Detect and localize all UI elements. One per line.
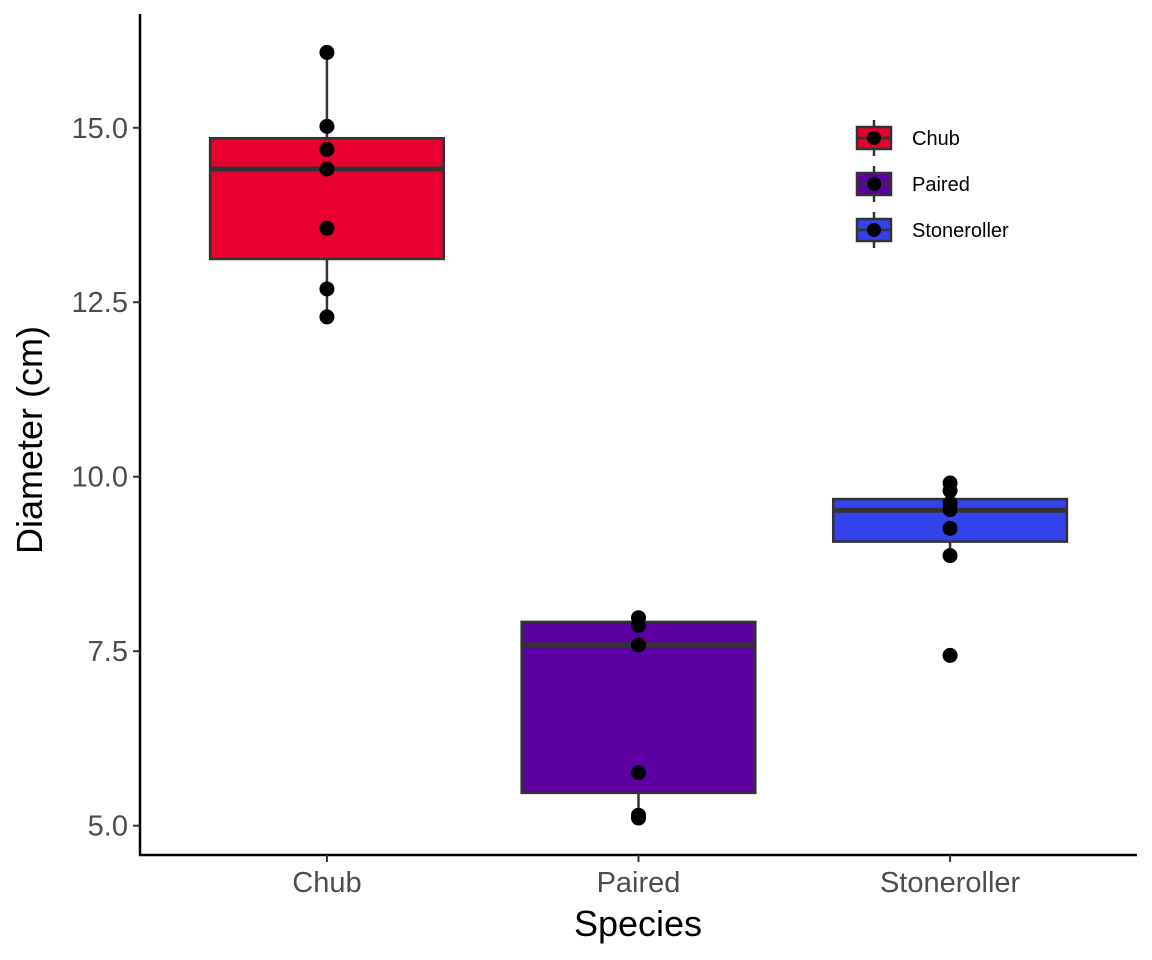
data-point [942,647,958,663]
data-point [319,141,335,157]
legend-label: Paired [912,174,970,196]
box-body [520,620,757,795]
data-point [319,44,335,60]
y-tick-label: 7.5 [88,636,128,668]
data-point [942,502,958,518]
y-axis-ticks: 5.0 7.5 10.0 12.5 15.0 [72,113,140,843]
data-point [631,810,646,826]
x-tick-label: Stoneroller [880,867,1021,899]
y-tick-label: 5.0 [88,811,128,843]
legend: Chub Paired Stoneroller [855,120,1009,248]
x-tick-label: Chub [292,867,361,899]
data-point [942,483,958,499]
legend-item-chub: Chub [855,120,960,156]
y-tick-label: 10.0 [72,462,128,494]
box-body [208,136,446,261]
legend-key-point [867,177,881,191]
legend-key-point [867,131,881,145]
data-point [631,765,646,781]
data-point [942,548,958,564]
data-point [319,281,335,297]
data-point [319,309,335,325]
y-axis-title: Diameter (cm) [9,326,50,554]
x-tick-label: Paired [597,867,681,899]
points-layer [319,44,958,826]
data-point [319,220,335,236]
legend-label: Stoneroller [912,220,1009,242]
data-point [942,520,958,536]
x-axis-title: Species [574,903,702,944]
data-point [631,637,646,653]
data-point [631,617,646,633]
boxes-layer [208,52,1069,819]
legend-label: Chub [912,128,960,150]
legend-key-point [867,223,881,237]
box-paired [520,617,757,819]
box-chub [208,52,446,317]
legend-item-paired: Paired [855,166,970,202]
y-tick-label: 12.5 [72,287,128,319]
y-tick-label: 15.0 [72,113,128,145]
legend-item-stoneroller: Stoneroller [855,212,1009,248]
data-point [319,118,335,134]
x-axis-ticks: Chub Paired Stoneroller [292,855,1021,899]
data-point [319,161,335,177]
